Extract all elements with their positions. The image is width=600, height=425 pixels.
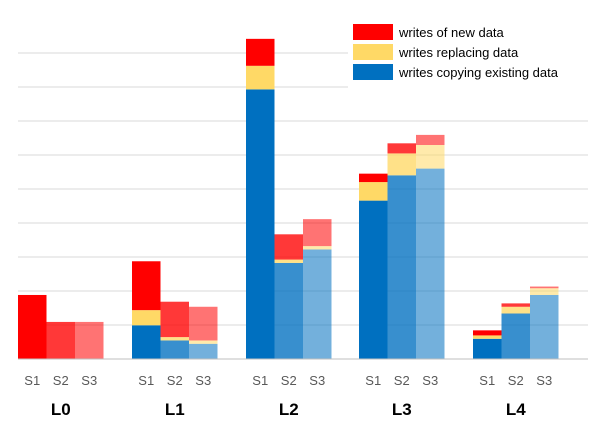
bar-group-l1: S1 S2 S3 L1 bbox=[132, 261, 218, 419]
group-label: L2 bbox=[279, 400, 299, 419]
bar-segment-copy bbox=[473, 338, 502, 359]
bar-segment-new bbox=[530, 286, 559, 289]
bar-segment-new bbox=[46, 321, 75, 359]
legend-label: writes of new data bbox=[398, 25, 505, 40]
bar-segment-copy bbox=[303, 249, 332, 359]
bar-label: S1 bbox=[365, 373, 381, 388]
bar-segment-new bbox=[132, 261, 161, 311]
bar-segment-copy bbox=[416, 168, 445, 359]
bar-label: S1 bbox=[479, 373, 495, 388]
bar-segment-replace bbox=[501, 306, 530, 314]
bar-label: S3 bbox=[309, 373, 325, 388]
bar-segment-replace bbox=[473, 335, 502, 339]
bar-segment-new bbox=[359, 173, 388, 183]
bar-segment-new bbox=[18, 294, 47, 359]
bar-segment-new bbox=[501, 303, 530, 307]
bar-label: S3 bbox=[81, 373, 97, 388]
bar-segment-new bbox=[160, 301, 189, 338]
legend-swatch bbox=[353, 24, 393, 40]
bar-segment-replace bbox=[359, 182, 388, 201]
bar-segment-copy bbox=[530, 294, 559, 359]
legend: writes of new data writes replacing data w… bbox=[348, 20, 598, 88]
bar-label: S3 bbox=[536, 373, 552, 388]
legend-label: writes replacing data bbox=[398, 45, 519, 60]
bar-segment-new bbox=[189, 306, 218, 341]
bar-segment-replace bbox=[246, 65, 275, 90]
bar-segment-copy bbox=[189, 343, 218, 359]
bar-label: S3 bbox=[195, 373, 211, 388]
bar-group-l3: S1 S2 S3 L3 bbox=[359, 134, 445, 419]
bar-segment-replace bbox=[303, 246, 332, 250]
bar-label: S2 bbox=[508, 373, 524, 388]
group-label: L4 bbox=[506, 400, 526, 419]
bar-segment-new bbox=[246, 38, 275, 66]
bar-label: S1 bbox=[24, 373, 40, 388]
bar-segment-replace bbox=[160, 337, 189, 341]
legend-label: writes copying existing data bbox=[398, 65, 559, 80]
bar-segment-replace bbox=[530, 288, 559, 295]
legend-swatch bbox=[353, 64, 393, 80]
bar-segment-new bbox=[387, 143, 416, 154]
bar-segment-new bbox=[416, 134, 445, 146]
bar-segment-copy bbox=[246, 89, 275, 360]
bar-segment-replace bbox=[387, 153, 416, 176]
bar-label: S1 bbox=[252, 373, 268, 388]
bar-segment-replace bbox=[416, 145, 445, 169]
bar-group-l0: S1 S2 S3 L0 bbox=[18, 294, 104, 419]
bar-segment-copy bbox=[501, 313, 530, 359]
group-label: L3 bbox=[392, 400, 412, 419]
bar-label: S2 bbox=[53, 373, 69, 388]
bar-segment-replace bbox=[132, 310, 161, 326]
bar-segment-copy bbox=[160, 340, 189, 359]
bar-label: S2 bbox=[167, 373, 183, 388]
bar-segment-new bbox=[75, 321, 104, 359]
bar-segment-copy bbox=[387, 175, 416, 359]
bar-group-l2: S1 S2 S3 L2 bbox=[246, 38, 332, 419]
bar-segment-replace bbox=[274, 259, 303, 263]
group-label: L0 bbox=[51, 400, 71, 419]
bar-segment-copy bbox=[274, 262, 303, 359]
bar-segment-copy bbox=[359, 200, 388, 359]
bar-segment-copy bbox=[132, 325, 161, 359]
bar-label: S2 bbox=[394, 373, 410, 388]
bar-segment-new bbox=[473, 330, 502, 336]
legend-swatch bbox=[353, 44, 393, 60]
bar-group-l4: S1 S2 S3 L4 bbox=[473, 286, 559, 419]
bar-segment-replace bbox=[189, 340, 218, 344]
bar-label: S2 bbox=[281, 373, 297, 388]
bar-segment-new bbox=[303, 219, 332, 247]
bar-segment-new bbox=[274, 234, 303, 260]
group-label: L1 bbox=[165, 400, 185, 419]
bar-label: S3 bbox=[422, 373, 438, 388]
bar-label: S1 bbox=[138, 373, 154, 388]
